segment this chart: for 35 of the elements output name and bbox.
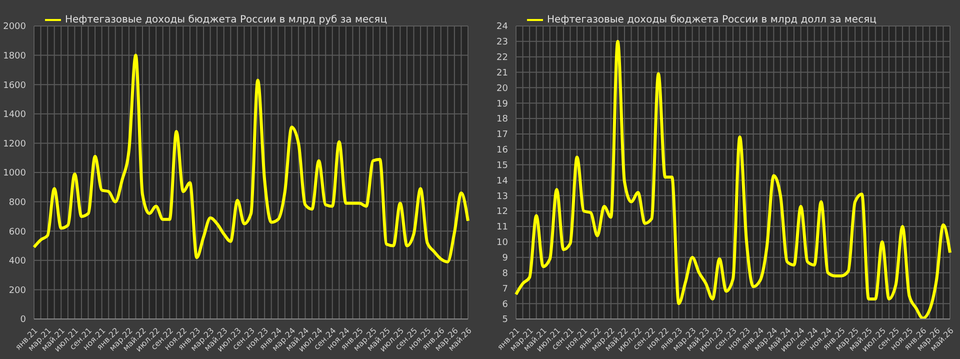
y-tick-label: 9 (502, 254, 508, 264)
y-tick-label: 20 (496, 84, 508, 94)
y-tick-label: 1200 (3, 139, 26, 150)
y-tick-label: 800 (8, 198, 26, 208)
y-tick-label: 7 (502, 284, 508, 294)
y-tick-label: 17 (496, 130, 508, 140)
y-tick-label: 1600 (3, 80, 26, 91)
y-tick-label: 8 (502, 268, 508, 279)
y-tick-label: 1000 (3, 168, 26, 179)
y-tick-label: 21 (496, 68, 508, 78)
line-series (514, 40, 952, 319)
y-tick-label: 19 (496, 99, 508, 110)
y-tick-label: 0 (20, 315, 26, 326)
y-tick-label: 18 (496, 114, 508, 125)
legend-label: Нефтегазовые доходы бюджета России в млрд руб за месяц (65, 14, 388, 26)
y-tick-label: 22 (496, 53, 508, 64)
y-tick-label: 6 (502, 300, 508, 310)
y-tick-label: 1400 (3, 110, 26, 120)
y-tick-label: 2000 (3, 22, 26, 32)
line-series (32, 54, 470, 264)
y-tick-label: 24 (496, 22, 508, 32)
y-tick-label: 600 (8, 227, 26, 238)
y-tick-label: 15 (496, 160, 508, 171)
y-tick-label: 23 (496, 38, 508, 48)
y-tick-label: 13 (496, 192, 508, 202)
y-tick-label: 5 (502, 315, 508, 326)
y-tick-label: 200 (8, 286, 26, 296)
y-tick-label: 14 (496, 176, 508, 186)
legend-label: Нефтегазовые доходы бюджета России в млрд долл за месяц (547, 14, 876, 26)
y-tick-label: 12 (496, 207, 508, 218)
y-tick-label: 16 (496, 146, 508, 156)
y-tick-label: 1800 (3, 51, 26, 62)
y-tick-label: 400 (8, 256, 26, 267)
y-tick-label: 11 (496, 222, 508, 233)
y-tick-label: 10 (496, 238, 508, 248)
